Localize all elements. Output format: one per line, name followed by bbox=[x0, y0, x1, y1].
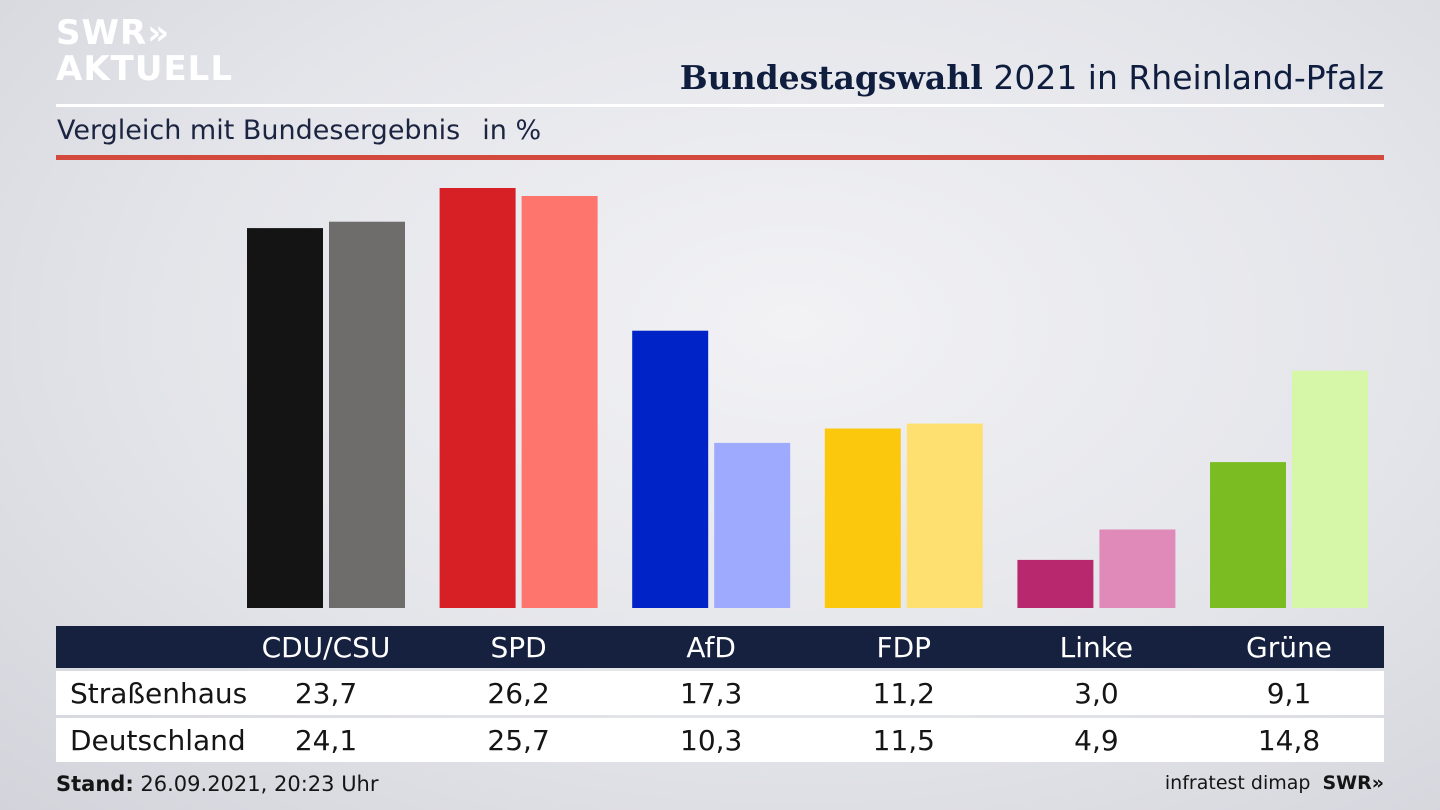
bar-fdp-deutschland bbox=[906, 423, 983, 608]
table-cell-afd: 10,3 bbox=[680, 723, 743, 757]
column-header-gr-ne: Grüne bbox=[1246, 630, 1332, 664]
bar-afd-deutschland bbox=[714, 442, 791, 608]
bar-afd-stra-enhaus bbox=[632, 330, 709, 608]
table-cell-cdu-csu: 24,1 bbox=[294, 723, 358, 757]
table-cell-gr-ne: 14,8 bbox=[1257, 723, 1321, 757]
bar-spd-stra-enhaus bbox=[439, 188, 516, 608]
table-row-regional: Straßenhaus 23,7 26,2 17,3 11,2 3,0 9,1 bbox=[56, 671, 1384, 715]
logo-line-2: AKTUELL bbox=[56, 49, 234, 89]
title-divider bbox=[56, 104, 1384, 107]
bar-linke-deutschland bbox=[1099, 529, 1176, 608]
table-header-row: CDU/CSU SPD AfD FDP Linke Grüne bbox=[56, 626, 1384, 668]
column-header-spd: SPD bbox=[490, 630, 547, 664]
bar-gr-ne-stra-enhaus bbox=[1210, 462, 1286, 608]
bar-gr-ne-deutschland bbox=[1292, 370, 1368, 608]
logo-line-1: SWR» bbox=[56, 13, 171, 53]
table-cell-gr-ne: 9,1 bbox=[1266, 676, 1312, 710]
table-cell-linke: 3,0 bbox=[1074, 676, 1119, 710]
table-cell-linke: 4,9 bbox=[1074, 723, 1119, 757]
stand-label: Stand: bbox=[56, 772, 134, 796]
swr-footer-logo: SWR» bbox=[1322, 772, 1384, 794]
table-cell-cdu-csu: 23,7 bbox=[294, 676, 358, 710]
bar-fdp-stra-enhaus bbox=[824, 428, 901, 608]
column-header-fdp: FDP bbox=[876, 630, 932, 664]
row-label: Deutschland bbox=[70, 723, 246, 757]
title-bold: Bundestagswahl bbox=[679, 58, 983, 97]
source-text: infratest dimap bbox=[1164, 772, 1311, 794]
results-table: CDU/CSU SPD AfD FDP Linke Grüne Straßenhaus 23… bbox=[56, 626, 1384, 762]
table-cell-afd: 17,3 bbox=[680, 676, 743, 710]
column-header-linke: Linke bbox=[1059, 630, 1134, 664]
column-header-afd: AfD bbox=[686, 630, 736, 664]
stand-value: 26.09.2021, 20:23 Uhr bbox=[140, 772, 379, 796]
subtitle-unit: in % bbox=[482, 115, 542, 146]
table-row-national: Deutschland 24,1 25,7 10,3 11,5 4,9 14,8 bbox=[56, 718, 1384, 762]
swr-aktuell-logo: SWR» AKTUELL bbox=[56, 16, 233, 86]
title-rest: 2021 in Rheinland-Pfalz bbox=[993, 58, 1384, 97]
bar-linke-stra-enhaus bbox=[1017, 559, 1094, 608]
accent-divider bbox=[56, 155, 1384, 160]
column-header-cdu-csu: CDU/CSU bbox=[261, 630, 391, 664]
table-cell-fdp: 11,5 bbox=[872, 723, 935, 757]
table-cell-spd: 26,2 bbox=[487, 676, 550, 710]
bar-cdu-csu-deutschland bbox=[329, 221, 405, 608]
subtitle-text: Vergleich mit Bundesergebnis bbox=[57, 115, 461, 146]
timestamp: Stand: 26.09.2021, 20:23 Uhr bbox=[56, 772, 379, 796]
chart-subtitle: Vergleich mit Bundesergebnis in % bbox=[57, 115, 541, 146]
source-credit: infratest dimap SWR» bbox=[1165, 772, 1384, 794]
table-cell-fdp: 11,2 bbox=[872, 676, 935, 710]
bar-spd-deutschland bbox=[521, 196, 598, 608]
table-cell-spd: 25,7 bbox=[487, 723, 550, 757]
page-title: Bundestagswahl 2021 in Rheinland-Pfalz bbox=[680, 58, 1384, 97]
row-label: Straßenhaus bbox=[70, 676, 248, 710]
bar-cdu-csu-stra-enhaus bbox=[247, 228, 323, 608]
